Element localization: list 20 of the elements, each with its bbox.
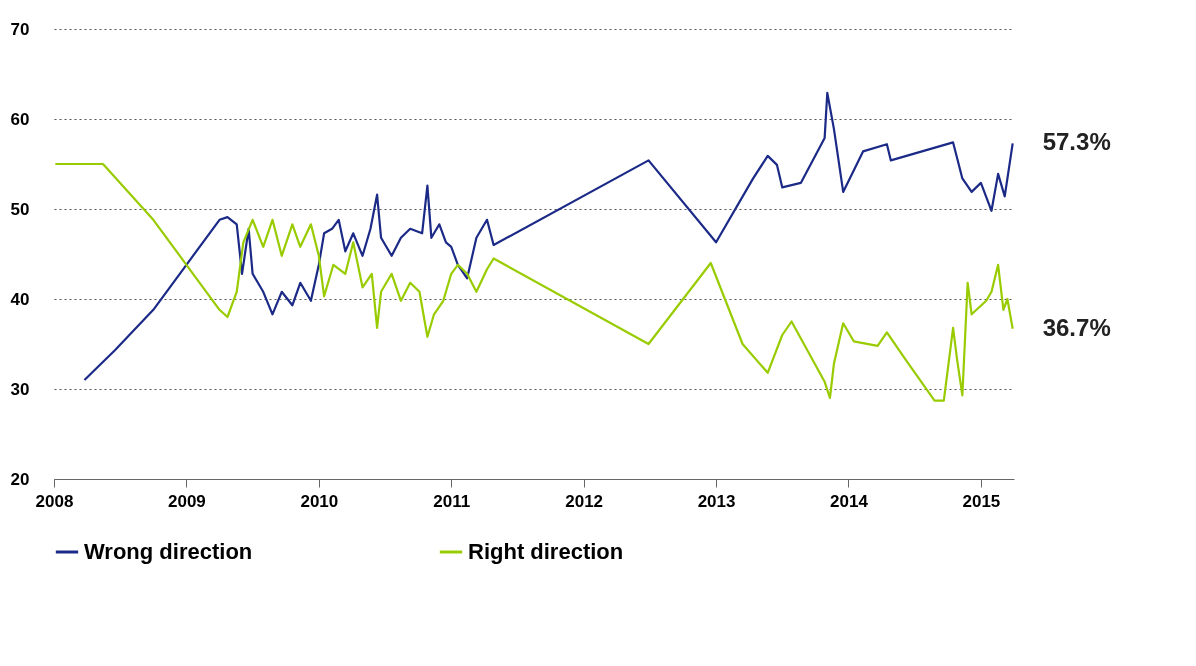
legend-label: Right direction bbox=[468, 539, 624, 564]
x-tick-label: 2012 bbox=[565, 491, 604, 511]
x-tick-label: 2008 bbox=[35, 491, 74, 511]
y-tick-label: 50 bbox=[10, 199, 30, 219]
x-tick-label: 2014 bbox=[830, 491, 869, 511]
y-tick-label: 60 bbox=[10, 109, 30, 129]
x-tick-label: 2015 bbox=[962, 491, 1001, 511]
x-tick-label: 2010 bbox=[300, 491, 339, 511]
y-tick-label: 30 bbox=[10, 379, 30, 399]
x-tick-label: 2013 bbox=[697, 491, 736, 511]
y-tick-label: 40 bbox=[10, 289, 30, 309]
x-tick-label: 2011 bbox=[433, 491, 471, 511]
x-tick-label: 2009 bbox=[168, 491, 206, 511]
annotation: 57.3% bbox=[1042, 128, 1111, 156]
y-tick-label: 70 bbox=[10, 19, 30, 39]
line-series bbox=[54, 162, 1014, 402]
legend-label: Wrong direction bbox=[84, 539, 253, 564]
y-tick-label: 20 bbox=[10, 469, 30, 489]
line-series bbox=[83, 91, 1014, 382]
annotation: 36.7% bbox=[1042, 313, 1111, 341]
